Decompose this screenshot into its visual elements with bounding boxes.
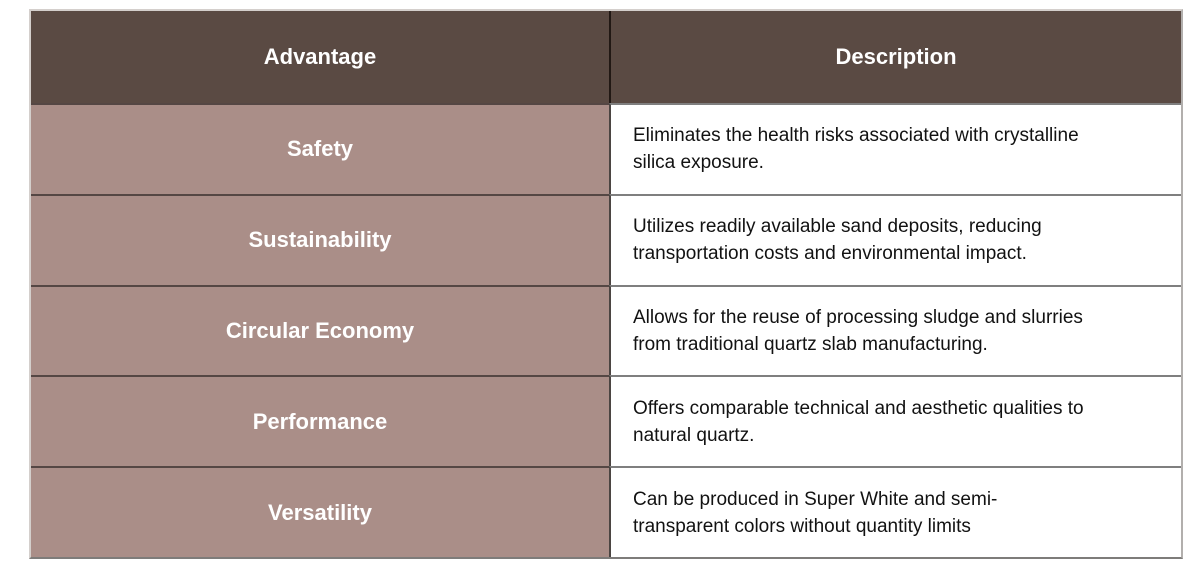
description-text: Eliminates the health risks associated w… — [633, 125, 1079, 174]
description-cell: Utilizes readily available sand deposits… — [609, 193, 1181, 285]
description-text: Can be produced in Super White and semi-… — [633, 488, 998, 537]
description-cell: Allows for the reuse of processing sludg… — [609, 284, 1181, 376]
description-cell: Eliminates the health risks associated w… — [609, 103, 1181, 194]
description-text: Offers comparable technical and aestheti… — [633, 397, 1084, 446]
advantage-cell: Versatility — [31, 466, 609, 557]
description-text: Utilizes readily available sand deposits… — [633, 216, 1042, 265]
description-cell: Can be produced in Super White and semi-… — [609, 466, 1181, 557]
header-cell-description: Description — [609, 11, 1181, 103]
advantage-label: Performance — [252, 408, 388, 434]
header-label-advantage: Advantage — [263, 44, 377, 69]
advantage-label: Circular Economy — [225, 317, 415, 343]
header-cell-advantage: Advantage — [31, 11, 609, 103]
advantage-cell: Safety — [31, 103, 609, 194]
description-text: Allows for the reuse of processing sludg… — [633, 306, 1083, 355]
header-label-description: Description — [835, 44, 957, 69]
advantage-cell: Performance — [31, 375, 609, 467]
advantage-cell: Circular Economy — [31, 284, 609, 376]
advantage-label: Safety — [286, 136, 354, 162]
advantage-label: Sustainability — [248, 227, 392, 253]
advantage-label: Versatility — [268, 499, 372, 525]
advantages-table: Advantage Description Safety Eliminates … — [29, 9, 1183, 559]
advantage-cell: Sustainability — [31, 193, 609, 285]
description-cell: Offers comparable technical and aestheti… — [609, 375, 1181, 467]
